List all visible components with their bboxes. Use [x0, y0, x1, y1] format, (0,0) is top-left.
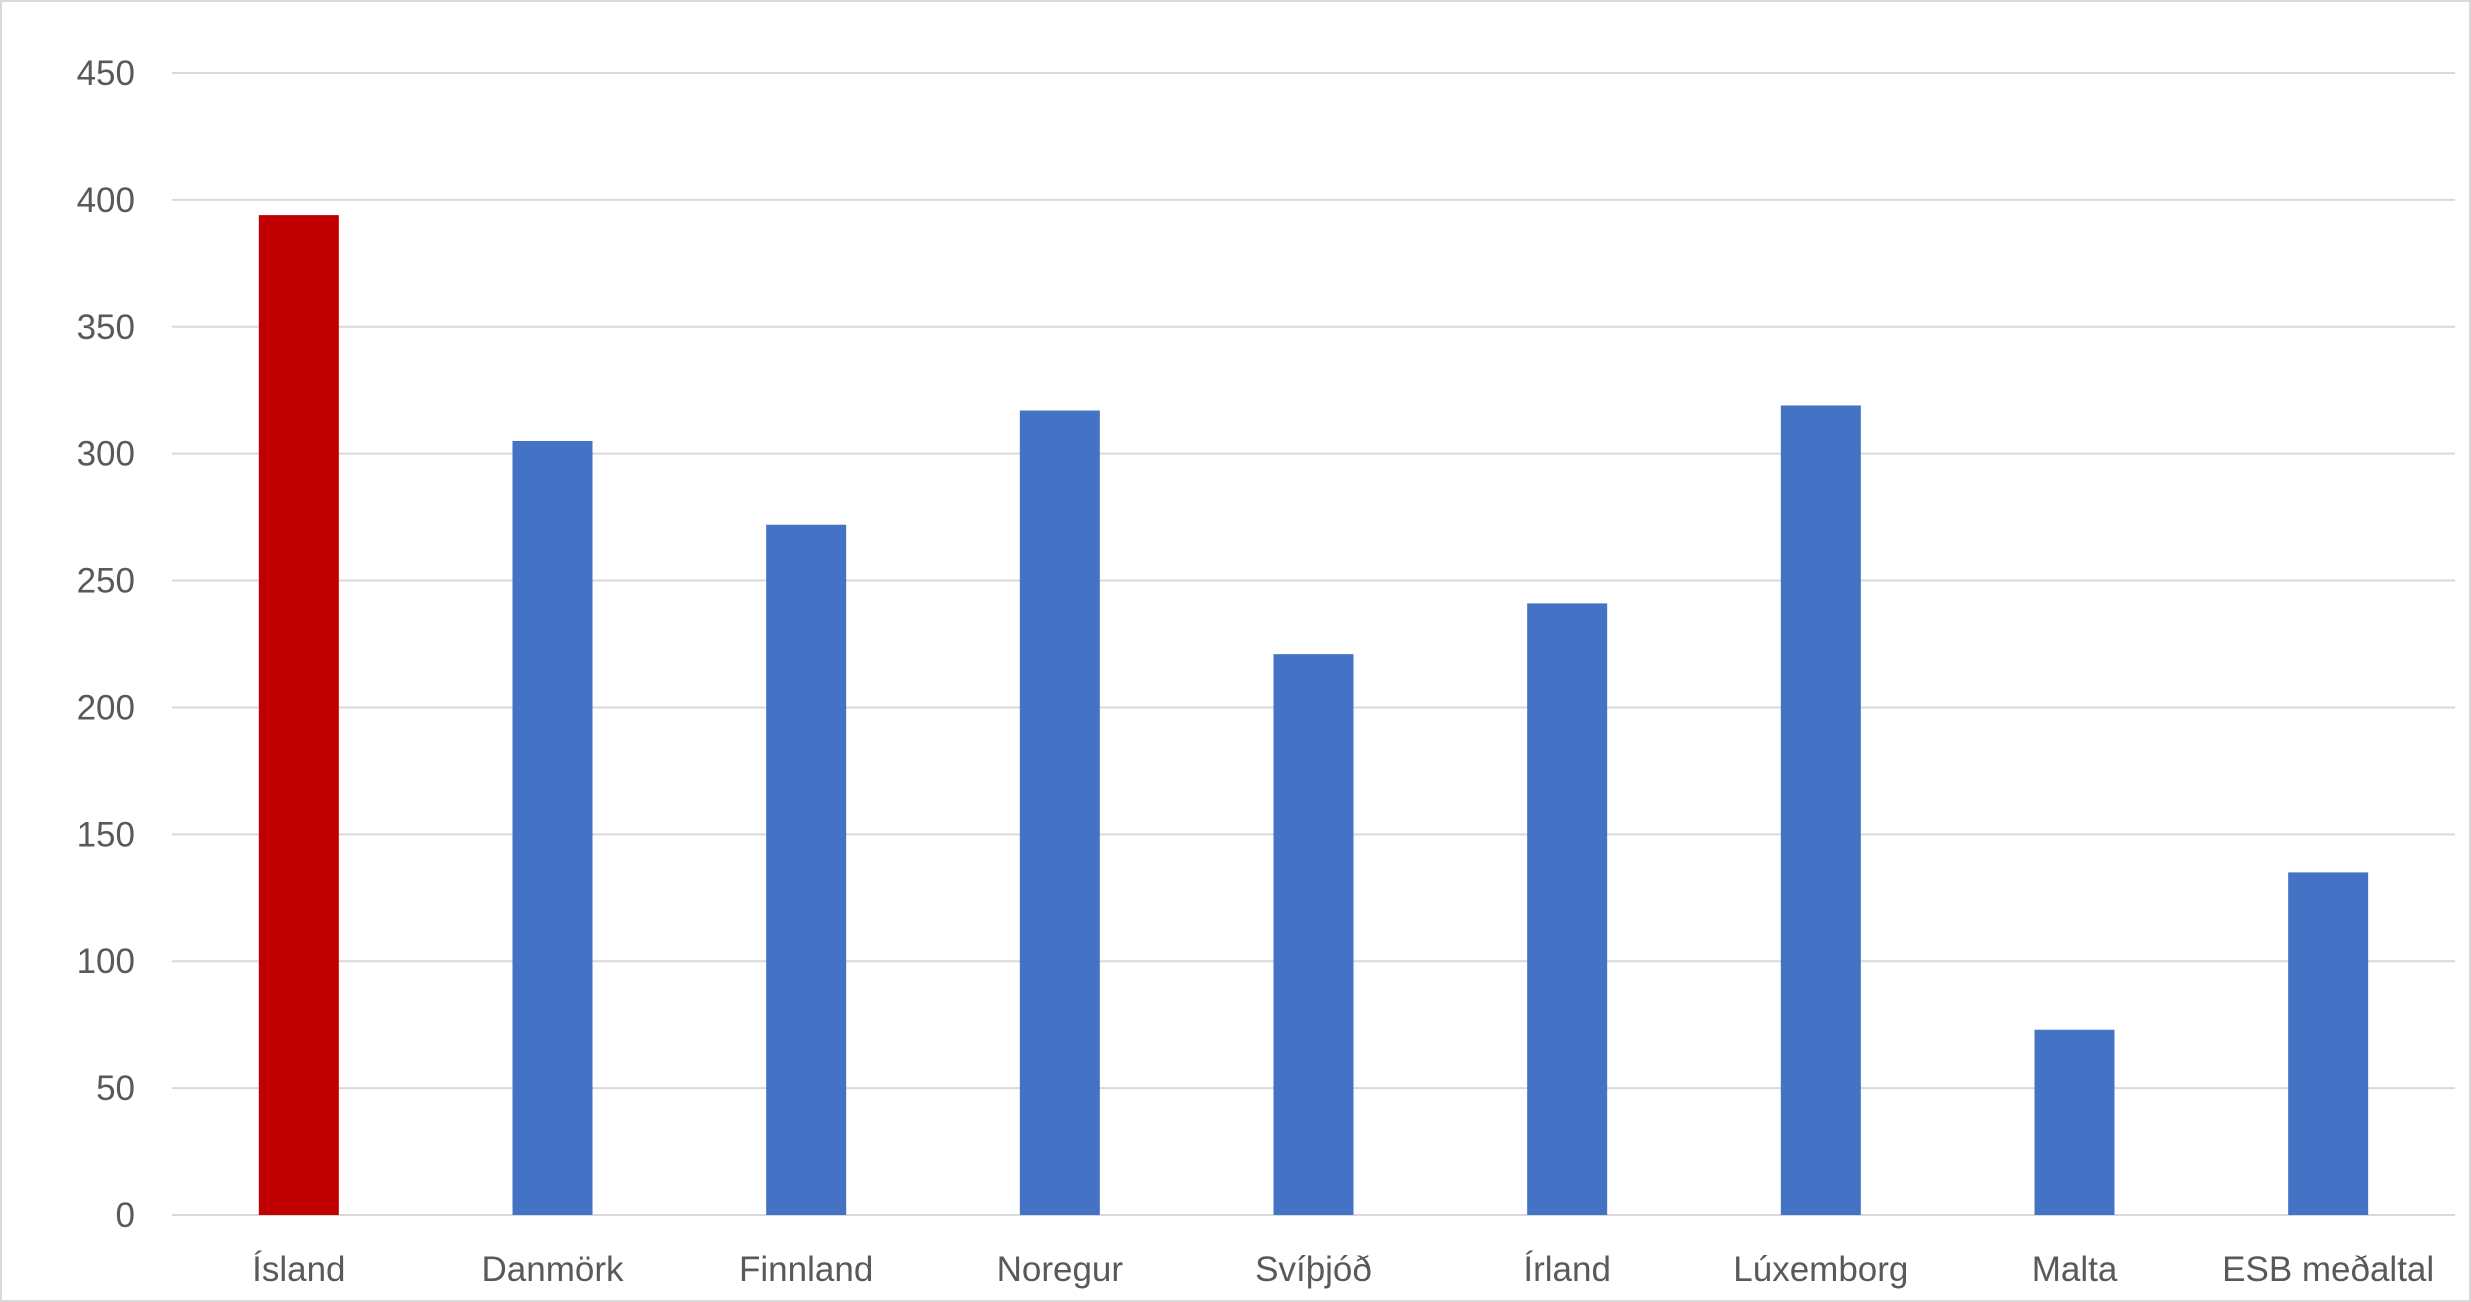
y-tick-label: 0 — [116, 1196, 135, 1235]
x-tick-label: Malta — [2032, 1250, 2118, 1289]
y-tick-label: 200 — [77, 688, 135, 727]
x-axis-tick-labels: Ísland Danmörk Finnland Noregur Svíþjóð Írlan… — [252, 1250, 2434, 1289]
x-tick-label: Írland — [1523, 1250, 1611, 1289]
bar-4 — [1273, 654, 1354, 1215]
bar-5 — [1527, 603, 1608, 1215]
bar-0 — [258, 215, 339, 1216]
bar-6 — [1780, 405, 1861, 1216]
bar-2 — [766, 524, 847, 1215]
y-tick-label: 150 — [77, 815, 135, 854]
x-tick-label: Finnland — [739, 1250, 873, 1289]
y-tick-label: 450 — [77, 54, 135, 93]
y-tick-label: 50 — [96, 1069, 135, 1108]
y-tick-label: 350 — [77, 308, 135, 347]
x-tick-label: Lúxemborg — [1733, 1250, 1908, 1289]
y-tick-label: 400 — [77, 181, 135, 220]
bar-3 — [1019, 410, 1100, 1216]
x-tick-label: Noregur — [997, 1250, 1124, 1289]
bars — [258, 215, 2369, 1216]
y-tick-label: 300 — [77, 435, 135, 474]
x-tick-label: ESB meðaltal — [2222, 1250, 2434, 1289]
x-tick-label: Danmörk — [482, 1250, 624, 1289]
bar-8 — [2288, 872, 2369, 1215]
y-tick-label: 100 — [77, 942, 135, 981]
x-tick-label: Svíþjóð — [1255, 1250, 1372, 1289]
y-tick-label: 250 — [77, 562, 135, 601]
y-axis-tick-labels: 0 50 100 150 200 250 300 350 400 450 — [77, 54, 135, 1235]
bar-1 — [512, 440, 593, 1215]
x-tick-label: Ísland — [252, 1250, 345, 1289]
bar-7 — [2034, 1029, 2115, 1215]
